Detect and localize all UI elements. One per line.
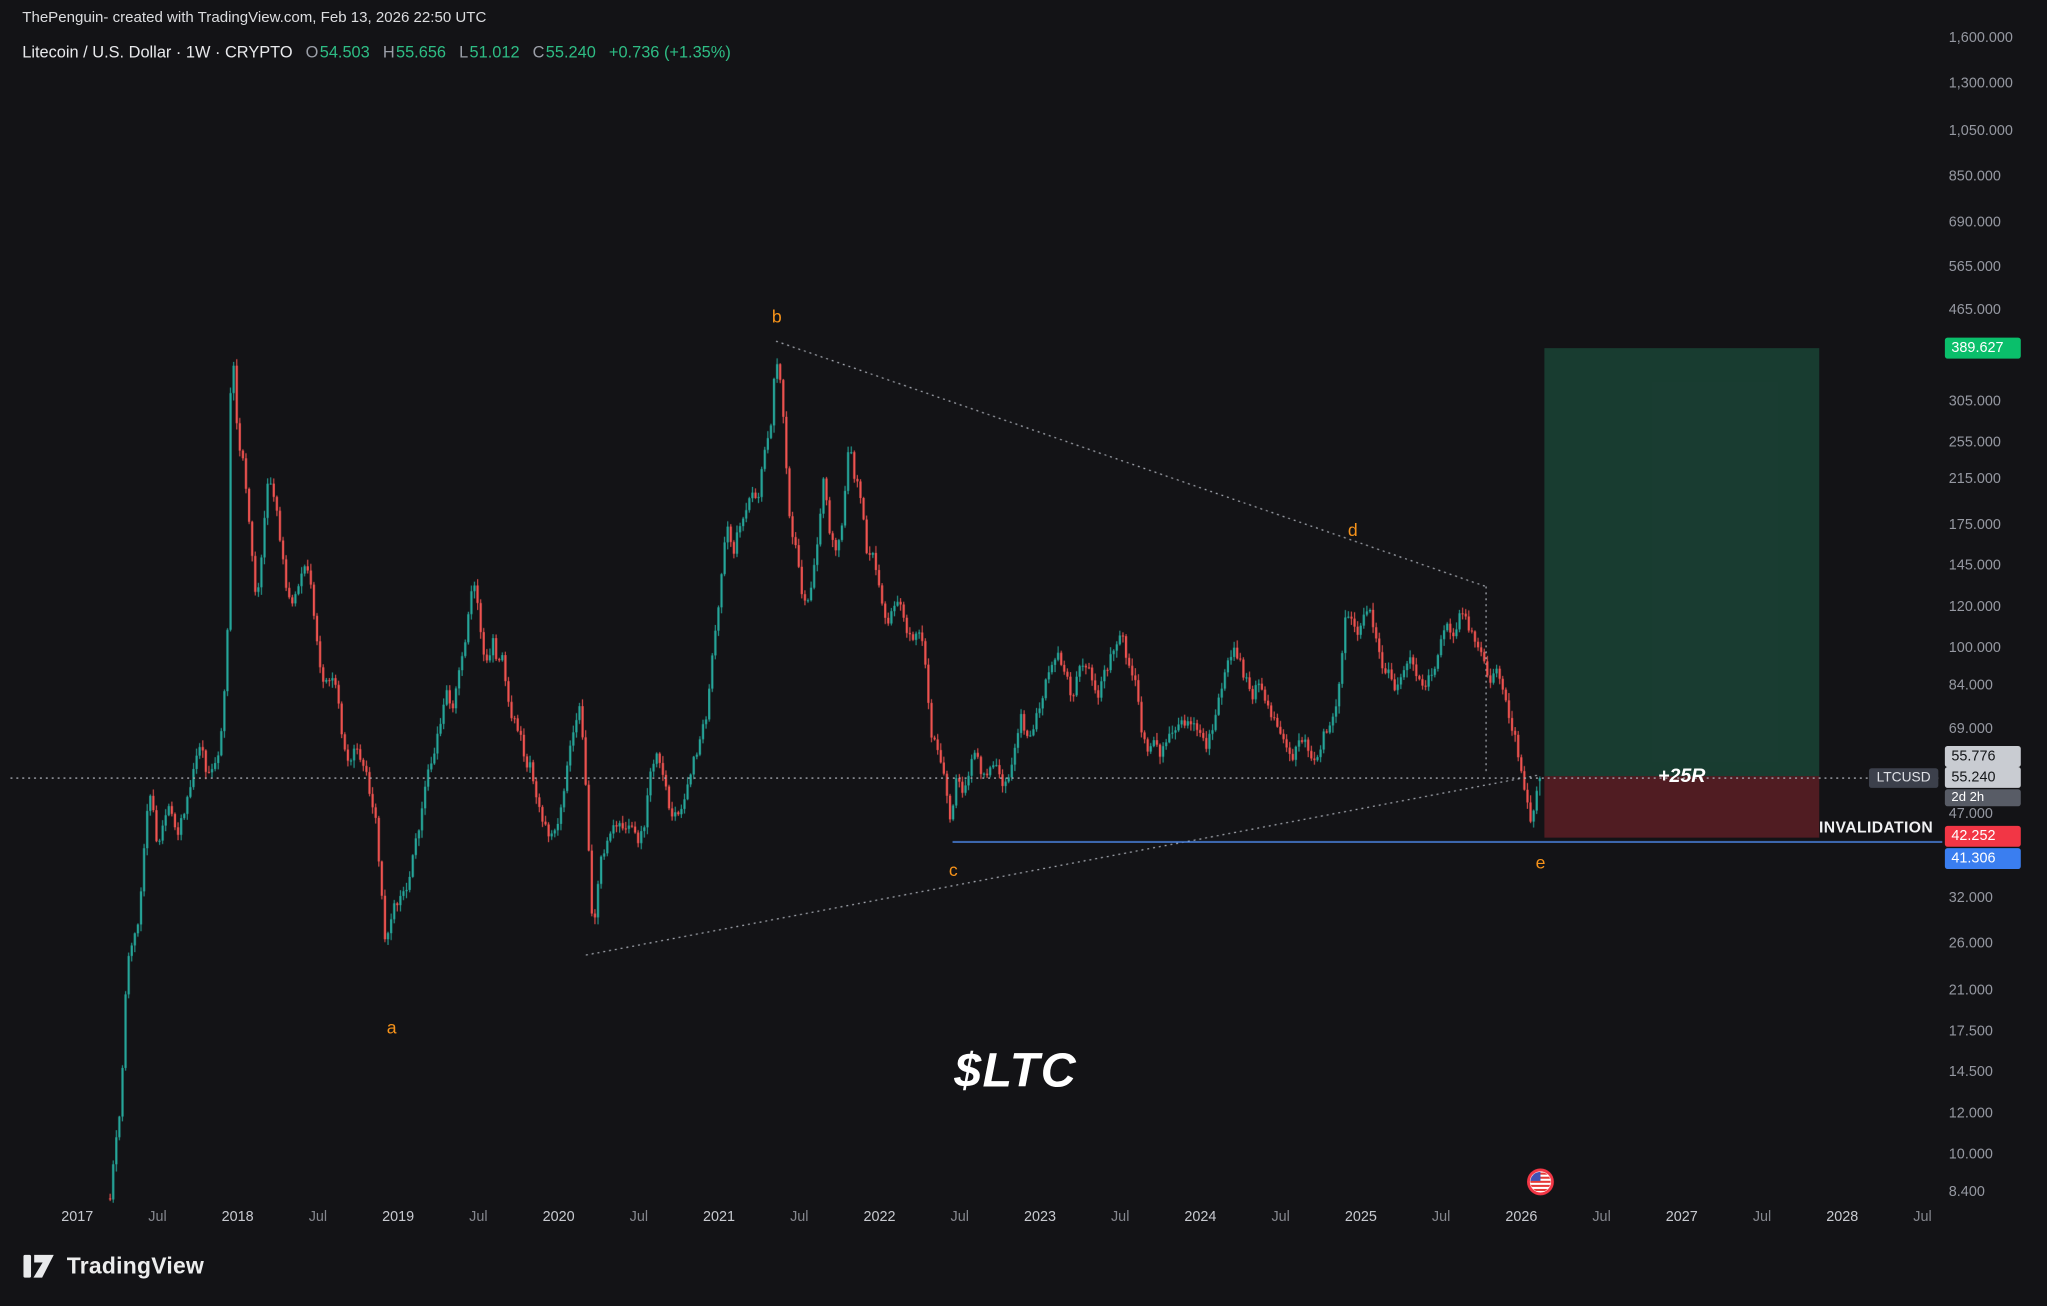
open-value: O 54.503 xyxy=(305,43,370,62)
symbol-header: Litecoin / U.S. Dollar · 1W · CRYPTO O 54… xyxy=(22,43,731,61)
time-tick: Jul xyxy=(1110,1209,1130,1226)
time-tick: 2020 xyxy=(542,1209,575,1226)
time-tick: 2024 xyxy=(1184,1209,1217,1226)
time-tick: Jul xyxy=(950,1209,969,1226)
stop-price-label: 42.252 xyxy=(1944,825,2021,847)
price-tick: 305.000 xyxy=(1948,394,2001,411)
time-tick: Jul xyxy=(148,1209,167,1226)
price-tick: 465.000 xyxy=(1948,301,2001,318)
wave-label-d[interactable]: d xyxy=(1347,520,1358,540)
price-tick: 14.500 xyxy=(1948,1064,1993,1081)
time-tick: Jul xyxy=(469,1209,488,1226)
change-value: +0.736 (+1.35%) xyxy=(608,43,731,62)
price-tick: 175.000 xyxy=(1948,516,2001,533)
wave-label-c[interactable]: c xyxy=(948,860,958,881)
price-tick: 17.500 xyxy=(1948,1022,1993,1039)
time-axis[interactable]: 2017 Jul 2018 Jul 2019 Jul 2020 Jul 2021 Jul 2022 J… xyxy=(0,1204,2047,1235)
close-value: C 55.240 xyxy=(532,43,596,62)
price-tick: 255.000 xyxy=(1948,433,2001,450)
price-tick: 1,600.000 xyxy=(1948,30,2013,46)
time-tick: Jul xyxy=(790,1209,809,1226)
us-flag-icon[interactable] xyxy=(1526,1167,1555,1196)
high-value: H 55.656 xyxy=(382,43,447,62)
time-tick: 2018 xyxy=(221,1209,254,1226)
price-tick: 690.000 xyxy=(1948,215,2001,231)
wave-label-b[interactable]: b xyxy=(771,307,782,327)
byline: ThePenguin- created with TradingView.com… xyxy=(22,10,487,27)
time-tick: 2028 xyxy=(1826,1209,1859,1226)
ticker-watermark: $LTC xyxy=(954,1043,1077,1097)
time-tick: 2021 xyxy=(703,1209,736,1226)
bar-countdown-label: 2d 2h xyxy=(1944,788,2021,806)
price-tick: 12.000 xyxy=(1948,1105,1993,1122)
price-tick: 215.000 xyxy=(1948,471,2001,488)
time-tick: 2017 xyxy=(61,1209,94,1226)
time-tick: 2027 xyxy=(1665,1209,1698,1226)
risk-reward-label: +25R xyxy=(1657,764,1706,788)
entry-price-label: 55.776 xyxy=(1944,746,2021,767)
time-tick: 2026 xyxy=(1505,1209,1538,1226)
last-price-label: 55.240 xyxy=(1944,766,2021,788)
time-tick: 2025 xyxy=(1344,1209,1377,1226)
tradingview-link[interactable]: TradingView xyxy=(21,1249,204,1284)
time-tick: Jul xyxy=(629,1209,649,1226)
price-tick: 32.000 xyxy=(1948,890,1993,906)
price-axis[interactable]: 1,600.000 1,300.000 1,050.000 850.000 690.00… xyxy=(1942,0,2047,1306)
target-price-label: 389.627 xyxy=(1944,337,2021,359)
price-tick: 1,050.000 xyxy=(1948,122,2013,139)
time-tick: Jul xyxy=(1271,1209,1290,1226)
time-tick: Jul xyxy=(1752,1209,1772,1226)
time-tick: 2019 xyxy=(382,1209,415,1226)
price-tick: 47.000 xyxy=(1948,805,1993,822)
time-tick: Jul xyxy=(308,1209,328,1226)
price-tick: 145.000 xyxy=(1948,558,2001,574)
wave-label-a[interactable]: a xyxy=(386,1017,397,1037)
time-tick: 2023 xyxy=(1023,1209,1056,1226)
price-tick: 8.400 xyxy=(1948,1184,1985,1201)
brand-wordmark: TradingView xyxy=(66,1252,205,1279)
time-tick: Jul xyxy=(1913,1209,1932,1226)
invalidation-text: INVALIDATION xyxy=(1819,818,1934,837)
price-tick: 120.000 xyxy=(1948,599,2001,616)
price-tick: 26.000 xyxy=(1948,935,1993,952)
time-tick: 2022 xyxy=(863,1209,896,1226)
price-tick: 850.000 xyxy=(1948,169,2001,185)
price-tick: 1,300.000 xyxy=(1948,75,2013,92)
tradingview-logo xyxy=(21,1249,56,1284)
invalidation-price-label: 41.306 xyxy=(1944,848,2021,870)
time-tick: Jul xyxy=(1431,1209,1451,1226)
price-tick: 10.000 xyxy=(1948,1146,1993,1162)
price-tick: 21.000 xyxy=(1948,982,1993,999)
price-tick: 100.000 xyxy=(1948,639,2001,656)
price-tick: 84.000 xyxy=(1948,678,1993,694)
wave-label-e[interactable]: e xyxy=(1535,852,1546,873)
symbol-price-label: LTCUSD xyxy=(1868,768,1939,788)
symbol-title[interactable]: Litecoin / U.S. Dollar · 1W · CRYPTO xyxy=(22,43,293,62)
price-tick: 69.000 xyxy=(1948,721,1993,738)
low-value: L 51.012 xyxy=(459,43,520,62)
price-tick: 565.000 xyxy=(1948,258,2001,275)
time-tick: Jul xyxy=(1592,1209,1611,1226)
